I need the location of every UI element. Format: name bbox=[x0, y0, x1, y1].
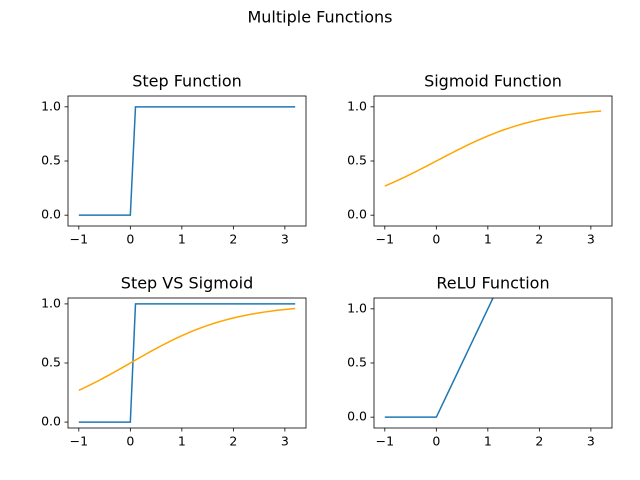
y-tick-label: 1.0 bbox=[41, 295, 61, 310]
axes-title: ReLU Function bbox=[436, 274, 549, 293]
x-tick-label: 0 bbox=[432, 434, 440, 449]
x-tick-label: 3 bbox=[587, 434, 595, 449]
x-tick-label: 2 bbox=[229, 434, 237, 449]
axes-frame bbox=[67, 297, 307, 429]
axes-title: Step VS Sigmoid bbox=[121, 274, 253, 293]
x-tick-label: 0 bbox=[126, 232, 134, 247]
x-tick-label: 0 bbox=[126, 434, 134, 449]
x-tick-label: 1 bbox=[484, 232, 492, 247]
x-tick-label: 0 bbox=[432, 232, 440, 247]
axes-frame bbox=[373, 95, 613, 227]
y-tick-label: 0.0 bbox=[41, 207, 61, 222]
figure-title: Multiple Functions bbox=[247, 8, 392, 27]
y-tick-label: 0.5 bbox=[41, 153, 61, 168]
line bbox=[78, 303, 296, 423]
x-tick-label: 1 bbox=[178, 434, 186, 449]
y-tick-label: 0.5 bbox=[347, 153, 367, 168]
x-tick-label: 3 bbox=[587, 232, 595, 247]
x-tick-label: −1 bbox=[376, 232, 394, 247]
y-tick-label: 1.0 bbox=[347, 98, 367, 113]
x-tick-label: 2 bbox=[535, 434, 543, 449]
axes-frame bbox=[373, 297, 613, 429]
line bbox=[78, 106, 296, 216]
axes-title: Sigmoid Function bbox=[424, 72, 562, 91]
y-tick-label: 0.0 bbox=[347, 207, 367, 222]
y-tick-label: 0.5 bbox=[347, 355, 367, 370]
x-tick-label: 2 bbox=[535, 232, 543, 247]
x-tick-label: −1 bbox=[70, 232, 88, 247]
axes-frame bbox=[67, 95, 307, 227]
y-tick-label: 1.0 bbox=[41, 98, 61, 113]
y-tick-label: 1.0 bbox=[347, 300, 367, 315]
x-tick-label: 2 bbox=[229, 232, 237, 247]
y-tick-label: 0.0 bbox=[347, 409, 367, 424]
axes-title: Step Function bbox=[132, 72, 242, 91]
x-tick-label: −1 bbox=[70, 434, 88, 449]
x-tick-label: 1 bbox=[178, 232, 186, 247]
line bbox=[78, 307, 296, 391]
x-tick-label: 3 bbox=[281, 434, 289, 449]
x-tick-label: −1 bbox=[376, 434, 394, 449]
line bbox=[384, 110, 602, 187]
x-tick-label: 3 bbox=[281, 232, 289, 247]
y-tick-label: 0.5 bbox=[41, 355, 61, 370]
y-tick-label: 0.0 bbox=[41, 414, 61, 429]
x-tick-label: 1 bbox=[484, 434, 492, 449]
line bbox=[384, 298, 494, 418]
